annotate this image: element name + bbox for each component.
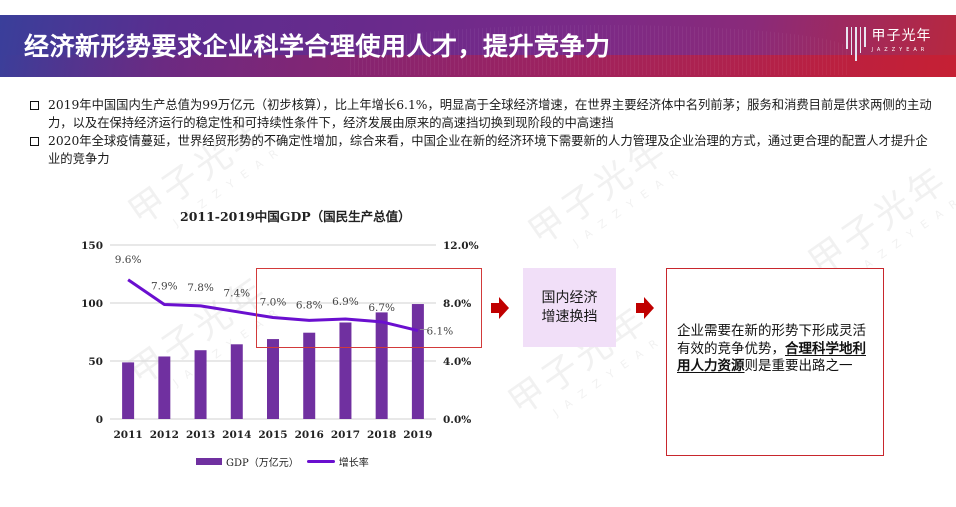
- x-axis-tick: 2016: [295, 429, 324, 441]
- x-axis-tick: 2011: [113, 429, 142, 441]
- growth-shift-box: 国内经济 增速换挡: [523, 268, 616, 347]
- brand-logo: 甲子光年 JAZZYEAR: [846, 27, 932, 61]
- gdp-bar: [122, 362, 135, 419]
- bullet-list: 2019年中国国内生产总值为99万亿元（初步核算），比上年增长6.1%，明显高于…: [30, 96, 935, 168]
- highlight-box: [256, 268, 482, 348]
- gdp-bar: [375, 312, 388, 419]
- right-arrow-icon: [491, 297, 509, 319]
- growth-data-label: 7.8%: [187, 282, 214, 294]
- logo-bars-icon: [846, 27, 866, 61]
- x-axis-tick: 2012: [150, 429, 179, 441]
- chart-title: 2011-2019中国GDP（国民生产总值）: [180, 209, 411, 224]
- conclusion-text: 企业需要在新的形势下形成灵活有效的竞争优势，合理科学地利用人力资源则是重要出路之…: [677, 323, 866, 375]
- left-axis-tick: 0: [96, 414, 103, 426]
- header-banner: 经济新形势要求企业科学合理使用人才，提升竞争力 甲子光年 JAZZYEAR: [0, 15, 956, 77]
- logo-text-cn: 甲子光年: [871, 28, 932, 44]
- hollow-square-bullet-icon: [30, 101, 39, 110]
- logo-text-en: JAZZYEAR: [871, 47, 929, 53]
- gdp-bar: [267, 339, 279, 419]
- gdp-bar: [230, 344, 243, 419]
- conclusion-emphasis: 合理科学地利用人力资源: [677, 340, 866, 375]
- right-axis-tick: 4.0%: [443, 356, 471, 368]
- right-axis-tick: 12.0%: [443, 240, 479, 252]
- growth-data-label: 7.9%: [151, 280, 178, 292]
- bullet-item: 2020年全球疫情蔓延，世界经贸形势的不确定性增加，综合来看，中国企业在新的经济…: [30, 132, 935, 168]
- gdp-bar: [339, 322, 352, 419]
- right-axis-tick: 0.0%: [443, 414, 471, 426]
- growth-data-label: 9.6%: [115, 254, 142, 266]
- gdp-bar: [411, 304, 424, 419]
- growth-shift-line1: 国内经济: [541, 289, 598, 306]
- x-axis-tick: 2017: [331, 429, 360, 441]
- left-axis-tick: 150: [81, 240, 103, 252]
- gdp-bar: [303, 332, 316, 419]
- conclusion-box: [666, 268, 884, 456]
- gdp-bar: [158, 356, 171, 419]
- x-axis-tick: 2014: [222, 429, 251, 441]
- growth-data-label: 7.4%: [223, 288, 250, 300]
- bullet-item: 2019年中国国内生产总值为99万亿元（初步核算），比上年增长6.1%，明显高于…: [30, 96, 935, 132]
- growth-data-label: 6.8%: [296, 299, 323, 311]
- bullet-text: 2020年全球疫情蔓延，世界经贸形势的不确定性增加，综合来看，中国企业在新的经济…: [48, 134, 928, 166]
- gdp-bar: [194, 350, 207, 419]
- x-axis-tick: 2013: [186, 429, 215, 441]
- page-title: 经济新形势要求企业科学合理使用人才，提升竞争力: [24, 32, 611, 61]
- legend-label-gdp: GDP（万亿元）: [226, 458, 299, 469]
- growth-shift-line2: 增速换挡: [541, 308, 598, 325]
- bullet-text: 2019年中国国内生产总值为99万亿元（初步核算），比上年增长6.1%，明显高于…: [48, 98, 932, 130]
- right-axis-tick: 8.0%: [443, 298, 471, 310]
- growth-data-label: 6.1%: [427, 326, 454, 338]
- x-axis-tick: 2019: [403, 429, 432, 441]
- growth-data-label: 6.7%: [368, 302, 395, 314]
- x-axis-tick: 2015: [258, 429, 287, 441]
- legend-label-growth: 增长率: [338, 458, 369, 469]
- legend-bar-swatch: [196, 458, 222, 465]
- left-axis-tick: 100: [81, 298, 103, 310]
- legend-line-swatch: [306, 460, 335, 463]
- growth-rate-line: [127, 278, 419, 333]
- growth-data-label: 6.9%: [332, 296, 359, 308]
- right-arrow-icon: [636, 297, 654, 319]
- hollow-square-bullet-icon: [30, 137, 39, 146]
- growth-data-label: 7.0%: [260, 297, 287, 309]
- left-axis-tick: 50: [88, 356, 103, 368]
- chart-legend: GDP（万亿元） 增长率: [196, 454, 369, 469]
- x-axis-tick: 2018: [367, 429, 396, 441]
